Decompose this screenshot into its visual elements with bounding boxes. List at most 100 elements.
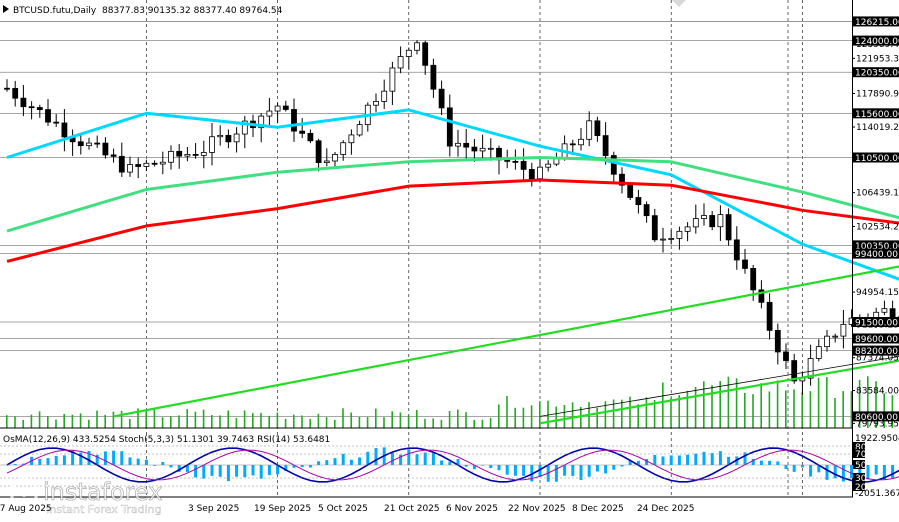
volume-bar	[449, 411, 451, 428]
volume-bar	[342, 408, 344, 428]
volume-bar	[309, 419, 311, 428]
volume-bar	[818, 378, 820, 428]
volume-bar	[55, 420, 57, 428]
candle-body	[95, 143, 100, 144]
candle-body	[644, 205, 649, 216]
candle-body	[333, 154, 338, 161]
osma-bar	[809, 465, 812, 477]
osma-bar	[596, 465, 599, 472]
candle-body	[226, 135, 231, 141]
symbol-info: BTCUSD.futu,Daily	[13, 6, 97, 16]
ohlc-values: 88377.83 90135.32 88377.40 89764.54	[102, 6, 283, 16]
osma-bar	[514, 465, 517, 476]
volume-bar	[96, 411, 98, 428]
osma-bar	[120, 451, 123, 465]
osma-bar	[834, 465, 837, 478]
volume-bar	[482, 420, 484, 428]
volume-bar	[785, 390, 787, 428]
volume-bar	[236, 418, 238, 428]
osma-bar	[776, 461, 779, 465]
candle-body	[546, 164, 551, 167]
volume-bar	[359, 417, 361, 428]
osma-bar	[194, 465, 197, 477]
chart-header: BTCUSD.futu,Daily 88377.83 90135.32 8837…	[3, 5, 283, 16]
volume-bar	[736, 378, 738, 428]
volume-bar	[375, 409, 377, 428]
candle-body	[29, 107, 34, 108]
volume-bar	[851, 391, 853, 428]
candle-body	[743, 260, 748, 268]
candle-body	[275, 106, 280, 111]
volume-bar	[752, 394, 754, 428]
candle-body	[685, 227, 690, 231]
candle-body	[128, 165, 133, 173]
candle-body	[472, 147, 477, 151]
osma-bar	[711, 453, 714, 465]
candle-body	[841, 324, 846, 336]
candle-body	[661, 239, 666, 240]
candle-body	[521, 161, 526, 169]
candle-body	[693, 219, 698, 227]
candle-body	[398, 57, 403, 68]
price-level-label: 115600.00	[855, 110, 899, 120]
volume-bar	[80, 413, 82, 428]
volume-bar	[195, 412, 197, 428]
candle-body	[611, 156, 616, 175]
candle-body	[751, 268, 756, 289]
candle-body	[480, 148, 485, 151]
osma-bar	[580, 465, 583, 480]
volume-bar	[145, 410, 147, 428]
oscillator-header: OsMA(12,26,9) 433.5254 Stoch(5,3,3) 51.1…	[3, 435, 330, 445]
candle-body	[267, 111, 272, 116]
osma-bar	[768, 461, 771, 465]
volume-bar	[555, 407, 557, 428]
candle-body	[136, 165, 141, 167]
candle-body	[447, 108, 452, 146]
volume-bar	[203, 410, 205, 428]
osma-bar	[694, 454, 697, 465]
osma-bar	[145, 460, 148, 465]
osma-bar	[571, 465, 574, 476]
price-tick-label: 121953.35	[856, 54, 899, 64]
volume-bar	[728, 377, 730, 428]
volume-bar	[465, 412, 467, 428]
price-level-label: 110500.00	[855, 154, 899, 164]
candle-body	[890, 309, 895, 317]
volume-bar	[268, 416, 270, 428]
price-tick-label: 83584.00	[856, 387, 899, 397]
volume-bar	[277, 412, 279, 428]
candle-body	[636, 197, 641, 204]
candle-body	[513, 161, 518, 162]
candle-body	[734, 240, 739, 260]
volume-bar	[596, 408, 598, 428]
price-level-label: 91500.00	[855, 319, 898, 329]
osma-bar	[161, 462, 164, 465]
candle-body	[160, 162, 165, 164]
candle-body	[579, 139, 584, 145]
osma-bar	[653, 455, 656, 465]
volume-bar	[572, 402, 574, 428]
volume-bar	[244, 410, 246, 428]
volume-bar	[350, 413, 352, 428]
candle-body	[570, 144, 575, 145]
candle-body	[177, 151, 182, 156]
osma-bar	[563, 465, 566, 476]
osma-bar	[317, 461, 320, 465]
osma-bar	[506, 465, 509, 475]
candle-body	[316, 141, 321, 163]
osma-bar	[391, 453, 394, 465]
candle-body	[193, 154, 198, 155]
candle-body	[825, 336, 830, 346]
volume-bar	[252, 413, 254, 428]
volume-bar	[662, 383, 664, 428]
volume-bar	[760, 383, 762, 428]
candle-body	[62, 123, 67, 137]
watermark-tagline: Instant Forex Trading	[46, 503, 162, 516]
volume-bar	[424, 419, 426, 428]
candle-body	[505, 160, 510, 161]
volume-bar	[178, 415, 180, 428]
volume-bar	[186, 409, 188, 428]
osma-bar	[588, 465, 591, 477]
osma-bar	[407, 449, 410, 465]
